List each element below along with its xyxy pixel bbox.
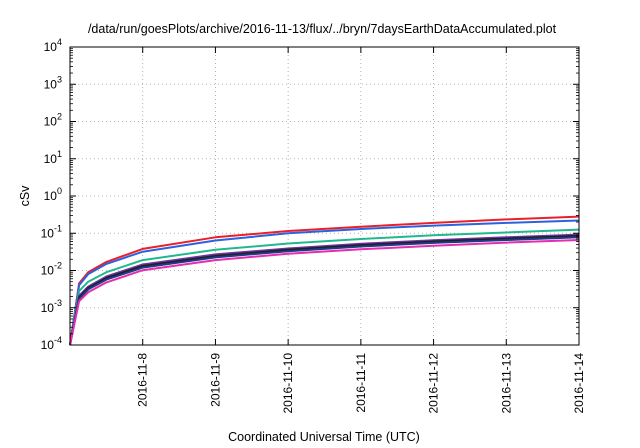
y-tick-label: 10-3 <box>41 298 62 315</box>
y-tick-base: 10 <box>44 115 58 129</box>
y-tick-exponent: 0 <box>57 186 62 196</box>
y-tick-label: 101 <box>44 149 62 166</box>
y-tick-label: 104 <box>44 37 62 54</box>
y-tick-label: 10-2 <box>41 261 62 278</box>
y-tick-exponent: -3 <box>54 298 62 308</box>
ticks <box>70 46 580 346</box>
y-tick-exponent: -4 <box>54 335 62 345</box>
x-tick-label: 2016-11-10 <box>281 353 295 414</box>
series-line-5 <box>69 234 580 346</box>
y-tick-base: 10 <box>41 301 55 315</box>
y-tick-exponent: -1 <box>54 223 62 233</box>
series-line-6 <box>69 236 580 346</box>
x-tick-label: 2016-11-11 <box>354 353 368 413</box>
y-tick-base: 10 <box>41 226 55 240</box>
x-tick-label: 2016-11-13 <box>499 353 513 414</box>
series-line-1 <box>69 215 580 346</box>
y-tick-base: 10 <box>44 152 58 166</box>
y-tick-exponent: -2 <box>54 261 62 271</box>
x-tick-labels: 2016-11-8 2016-11-9 2016-11-10 2016-11-11 20… <box>136 353 586 414</box>
series-line-7 <box>69 239 580 346</box>
y-axis-label: cSv <box>18 185 32 207</box>
y-tick-label: 10-1 <box>41 223 62 240</box>
y-tick-exponent: 3 <box>57 74 62 84</box>
series-lines <box>69 215 580 346</box>
x-tick-label: 2016-11-14 <box>572 353 586 414</box>
series-line-3 <box>69 228 580 346</box>
chart-title: /data/run/goesPlots/archive/2016-11-13/f… <box>88 22 557 36</box>
y-tick-base: 10 <box>41 264 55 278</box>
x-axis-label: Coordinated Universal Time (UTC) <box>228 430 420 444</box>
y-tick-base: 10 <box>44 40 58 54</box>
grid <box>70 47 579 345</box>
series-line-2 <box>69 219 580 346</box>
y-tick-exponent: 1 <box>57 149 62 159</box>
x-tick-label: 2016-11-9 <box>208 353 222 407</box>
series-line-4 <box>69 233 580 346</box>
y-tick-label: 103 <box>44 74 62 91</box>
x-tick-label: 2016-11-8 <box>136 353 150 407</box>
y-tick-exponent: 4 <box>57 37 62 47</box>
y-tick-base: 10 <box>44 77 58 91</box>
x-tick-label: 2016-11-12 <box>427 353 441 414</box>
y-tick-base: 10 <box>44 189 58 203</box>
y-tick-label: 10-4 <box>41 335 62 352</box>
y-tick-label: 100 <box>44 186 62 203</box>
y-tick-exponent: 2 <box>57 112 62 122</box>
y-tick-label: 102 <box>44 112 62 129</box>
y-tick-base: 10 <box>41 338 55 352</box>
